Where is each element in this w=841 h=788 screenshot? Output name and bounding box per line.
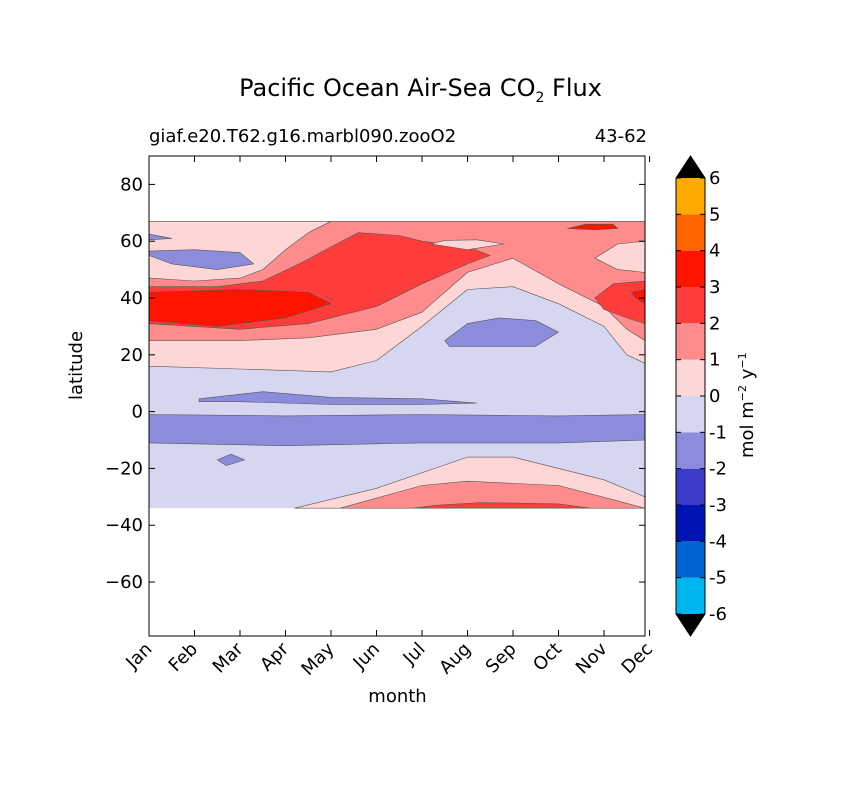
y-tick-label: 0 <box>132 402 143 423</box>
colorbar-extend-min <box>676 614 705 636</box>
contour-region <box>412 502 591 509</box>
x-tick-label: Apr <box>256 638 293 675</box>
x-axis-label: month <box>368 686 427 707</box>
contour-region <box>339 480 645 509</box>
contour-region <box>217 453 245 466</box>
plot-area <box>149 221 645 509</box>
colorbar-tick-label: -2 <box>709 459 727 480</box>
colorbar-band <box>676 577 705 614</box>
colorbar-band <box>676 214 705 251</box>
x-tick-label: Feb <box>165 639 202 676</box>
x-tick-label: Oct <box>529 639 566 676</box>
colorbar-tick-label: -1 <box>709 422 727 443</box>
y-tick-label: −20 <box>105 458 143 479</box>
colorbar-tick-label: -6 <box>709 604 727 625</box>
colorbar-label: mol m−2 y−1 <box>736 352 758 458</box>
x-tick-label: Sep <box>482 639 521 678</box>
colorbar-band <box>676 505 705 542</box>
colorbar-tick-label: 3 <box>709 277 720 298</box>
colorbar-band <box>676 432 705 469</box>
x-tick-label: May <box>297 638 338 679</box>
contour-region <box>430 239 505 250</box>
x-tick-label: Dec <box>618 639 657 678</box>
x-tick-label: Nov <box>572 638 612 678</box>
y-axis-label: latitude <box>66 330 87 400</box>
colorbar-band <box>676 468 705 505</box>
subtitle-right: 43-62 <box>594 126 647 147</box>
subtitle-left: giaf.e20.T62.g16.marbl090.zooO2 <box>149 126 457 147</box>
colorbar-band <box>676 359 705 396</box>
axes-frame <box>148 155 646 637</box>
colorbar-band <box>676 287 705 324</box>
contour-region <box>567 223 619 231</box>
y-tick-label: 40 <box>120 288 143 309</box>
contour-region <box>198 391 477 405</box>
contour-region <box>444 317 559 347</box>
y-tick-label: 60 <box>120 231 143 252</box>
colorbar-tick-label: -3 <box>709 495 727 516</box>
x-tick-label: Jan <box>121 639 156 674</box>
colorbar-band <box>676 323 705 360</box>
x-tick-label: Jun <box>349 639 384 674</box>
y-tick-label: 20 <box>120 345 143 366</box>
contour-region <box>630 289 645 305</box>
x-tick-label: Mar <box>209 638 248 677</box>
colorbar-band <box>676 541 705 578</box>
colorbar-band <box>676 396 705 433</box>
contour-region <box>149 414 645 447</box>
colorbar-tick-label: 1 <box>709 350 720 371</box>
x-tick-label: Aug <box>435 639 475 679</box>
y-tick-label: −60 <box>105 572 143 593</box>
y-tick-label: 80 <box>120 174 143 195</box>
colorbar-tick-label: -4 <box>709 531 727 552</box>
contour-region <box>149 249 254 270</box>
y-tick-label: −40 <box>105 515 143 536</box>
colorbar-band <box>676 178 705 215</box>
colorbar-extend-max <box>676 156 705 178</box>
y-axis: −60 −40 −20 0 20 40 60 80 <box>105 174 645 593</box>
contour-region <box>594 240 645 273</box>
contour-region <box>149 289 332 327</box>
colorbar-tick-label: 6 <box>709 168 720 189</box>
contour-region <box>149 233 173 241</box>
colorbar-tick-label: -5 <box>709 568 727 589</box>
colorbar-band <box>676 250 705 287</box>
chart-title: Pacific Ocean Air-Sea CO2 Flux <box>239 74 602 106</box>
colorbar: -6 -5 -4 -3 -2 -1 0 1 2 3 4 5 6 <box>675 155 727 637</box>
contour-region <box>594 280 645 324</box>
colorbar-tick-label: 5 <box>709 204 720 225</box>
x-tick-label: Jul <box>399 639 430 670</box>
colorbar-tick-label: 2 <box>709 313 720 334</box>
colorbar-tick-label: 0 <box>709 386 720 407</box>
colorbar-tick-label: 4 <box>709 241 720 262</box>
